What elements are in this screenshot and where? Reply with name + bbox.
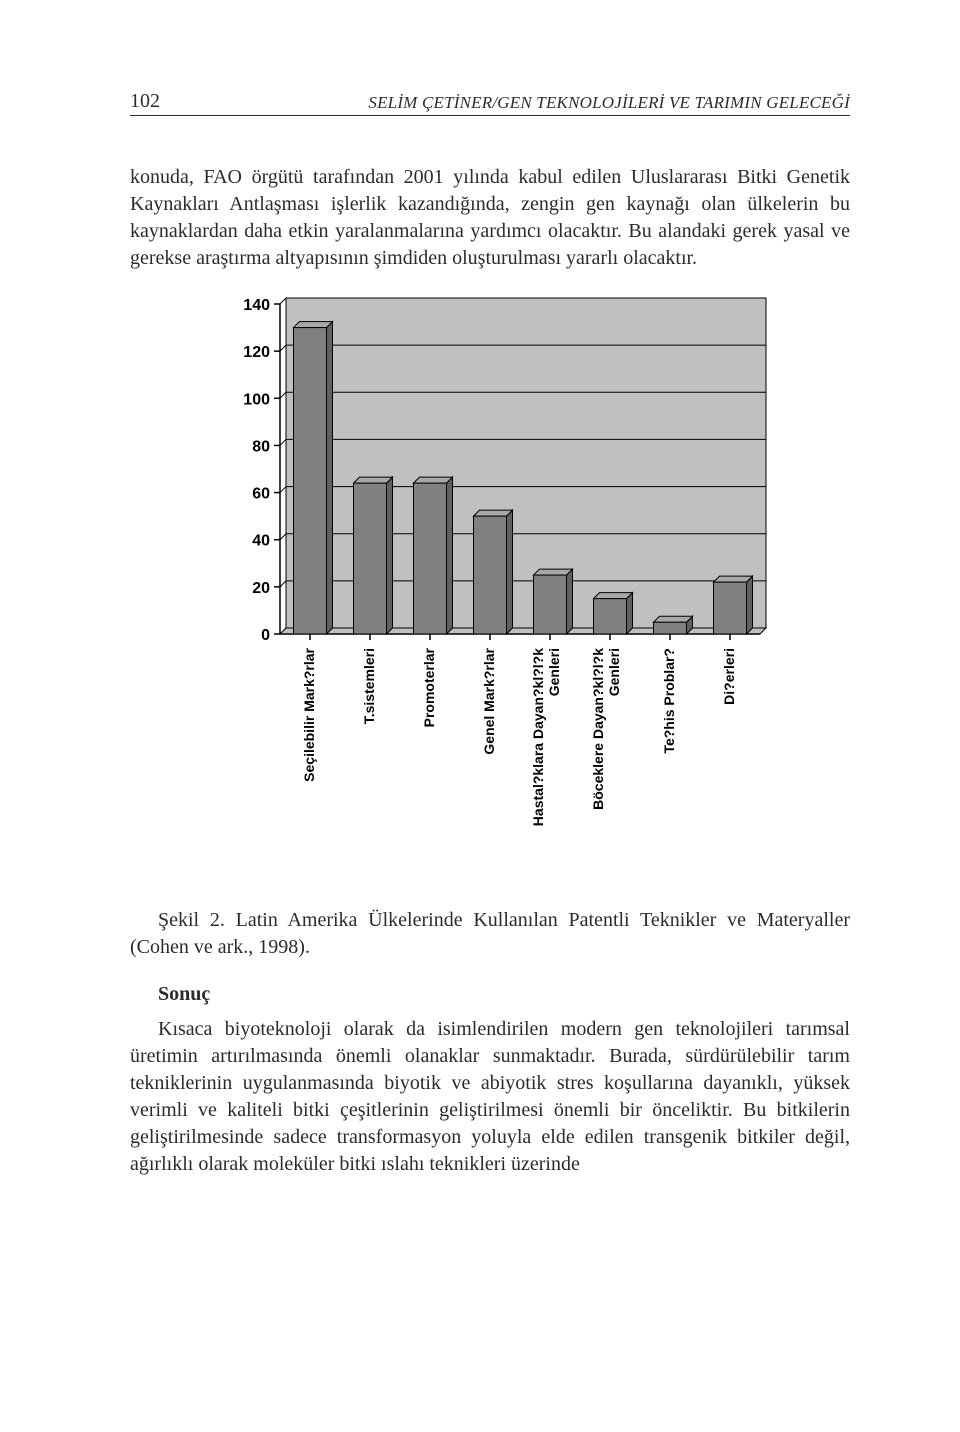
svg-text:100: 100 (243, 391, 270, 408)
paragraph-2: Kısaca biyoteknoloji olarak da isimlendi… (130, 1016, 850, 1178)
svg-text:T.sistemleri: T.sistemleri (361, 648, 377, 724)
svg-text:Böceklere Dayan?kl?l?k: Böceklere Dayan?kl?l?k (590, 648, 606, 810)
page-header: 102 SELİM ÇETİNER/GEN TEKNOLOJİLERİ VE T… (130, 90, 850, 116)
svg-text:Genleri: Genleri (606, 648, 622, 696)
svg-text:Promoterlar: Promoterlar (421, 647, 437, 727)
svg-text:Te?his Problar?: Te?his Problar? (661, 648, 677, 754)
svg-text:20: 20 (252, 580, 270, 597)
figure-2: 0 20 40 60 80 100 120 140 Seçilebilir Mark?rlar T… (210, 294, 770, 879)
section-heading-sonuc: Sonuç (130, 983, 850, 1006)
svg-text:Di?erleri: Di?erleri (721, 648, 737, 705)
svg-text:0: 0 (261, 627, 270, 644)
svg-text:Hastal?klara Dayan?kl?l?k: Hastal?klara Dayan?kl?l?k (530, 648, 546, 826)
svg-text:Genel Mark?rlar: Genel Mark?rlar (481, 647, 497, 754)
svg-text:140: 140 (243, 297, 270, 314)
paragraph-1: konuda, FAO örgütü tarafından 2001 yılın… (130, 164, 850, 272)
svg-text:80: 80 (252, 438, 270, 455)
svg-text:Seçilebilir Mark?rlar: Seçilebilir Mark?rlar (301, 647, 317, 781)
svg-text:40: 40 (252, 533, 270, 550)
bar-chart: 0 20 40 60 80 100 120 140 Seçilebilir Mark?rlar T… (210, 294, 770, 874)
running-title: SELİM ÇETİNER/GEN TEKNOLOJİLERİ VE TARIM… (368, 93, 850, 113)
page-number: 102 (130, 90, 160, 113)
svg-text:60: 60 (252, 486, 270, 503)
svg-text:Genleri: Genleri (546, 648, 562, 696)
figure-2-caption: Şekil 2. Latin Amerika Ülkelerinde Kulla… (130, 907, 850, 961)
svg-text:120: 120 (243, 344, 270, 361)
